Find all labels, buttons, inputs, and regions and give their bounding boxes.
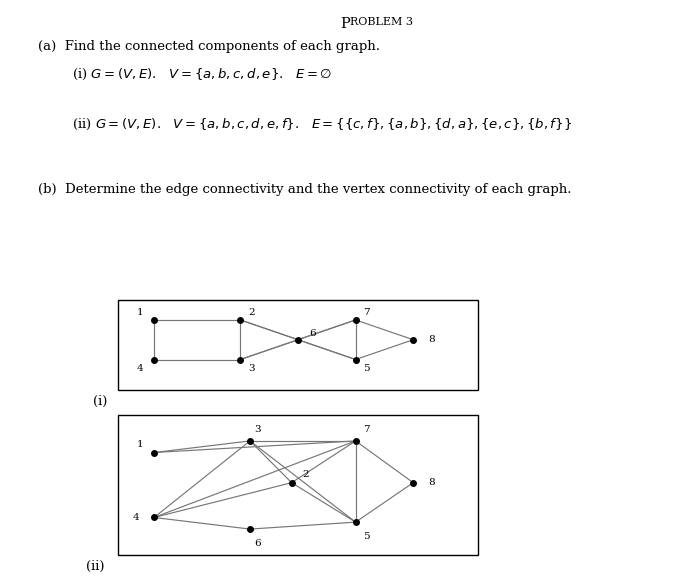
Text: 7: 7 (363, 308, 370, 317)
Text: 5: 5 (363, 532, 370, 540)
Text: 1: 1 (136, 308, 143, 317)
Text: 3: 3 (248, 364, 255, 373)
Text: 4: 4 (136, 364, 143, 373)
Text: 6: 6 (309, 329, 316, 338)
Text: 8: 8 (428, 335, 435, 344)
Text: (ii) $G = (V, E)$.   $V = \{a, b, c, d, e, f\}$.   $E = \{\{c, f\}, \{a, b\}, \{: (ii) $G = (V, E)$. $V = \{a, b, c, d, e,… (72, 117, 572, 132)
Text: 8: 8 (428, 478, 435, 487)
Text: 6: 6 (254, 539, 260, 547)
Text: (ii): (ii) (85, 560, 104, 573)
Text: 5: 5 (363, 364, 370, 373)
Text: 2: 2 (248, 308, 255, 317)
Text: 2: 2 (302, 470, 309, 479)
Text: (i): (i) (93, 395, 107, 408)
Text: ROBLEM 3: ROBLEM 3 (350, 17, 413, 27)
Text: P: P (340, 17, 350, 31)
Text: (i) $G = (V, E)$.   $V = \{a, b, c, d, e\}$.   $E = \emptyset$: (i) $G = (V, E)$. $V = \{a, b, c, d, e\}… (72, 67, 332, 82)
Text: 7: 7 (363, 425, 370, 434)
Text: 3: 3 (254, 425, 260, 434)
Bar (118, 415, 478, 555)
Text: (b)  Determine the edge connectivity and the vertex connectivity of each graph.: (b) Determine the edge connectivity and … (38, 183, 571, 196)
Text: 4: 4 (133, 513, 139, 522)
Text: (a)  Find the connected components of each graph.: (a) Find the connected components of eac… (38, 40, 380, 53)
Bar (118, 300, 478, 390)
Text: 1: 1 (136, 440, 143, 449)
